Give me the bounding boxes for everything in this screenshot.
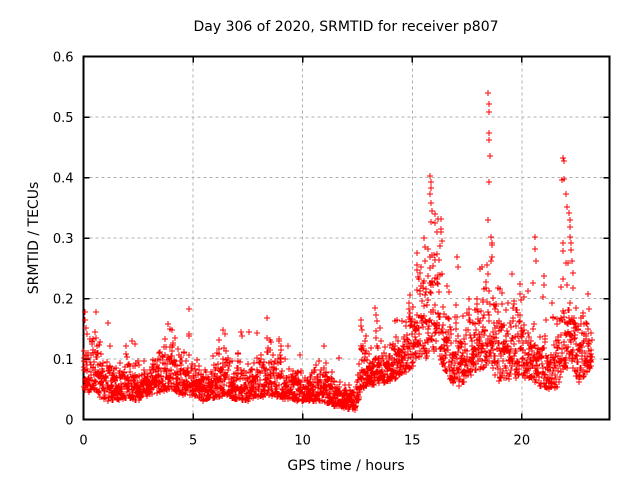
- y-axis-label: SRMTID / TECUs: [26, 182, 42, 295]
- x-axis-label: GPS time / hours: [287, 458, 404, 474]
- y-tick-label: 0: [65, 414, 73, 429]
- y-tick-label: 0.4: [53, 172, 74, 187]
- y-tick-label: 0.1: [53, 353, 74, 368]
- y-tick-label: 0.3: [53, 232, 74, 247]
- y-tick-label: 0.6: [53, 51, 74, 66]
- x-tick-label: 20: [514, 434, 531, 449]
- x-tick-label: 5: [189, 434, 197, 449]
- x-tick-label: 10: [294, 434, 311, 449]
- x-tick-label: 0: [79, 434, 87, 449]
- chart-title: Day 306 of 2020, SRMTID for receiver p80…: [193, 19, 498, 35]
- x-tick-label: 15: [404, 434, 421, 449]
- y-tick-label: 0.2: [53, 293, 74, 308]
- scatter-points: [81, 90, 595, 413]
- y-tick-label: 0.5: [53, 111, 74, 126]
- tick-labels: 0 5 10 15 20 0 0.1 0.2 0.3 0.4 0.5 0.6: [53, 51, 530, 449]
- axes-and-ticks: [82, 55, 611, 421]
